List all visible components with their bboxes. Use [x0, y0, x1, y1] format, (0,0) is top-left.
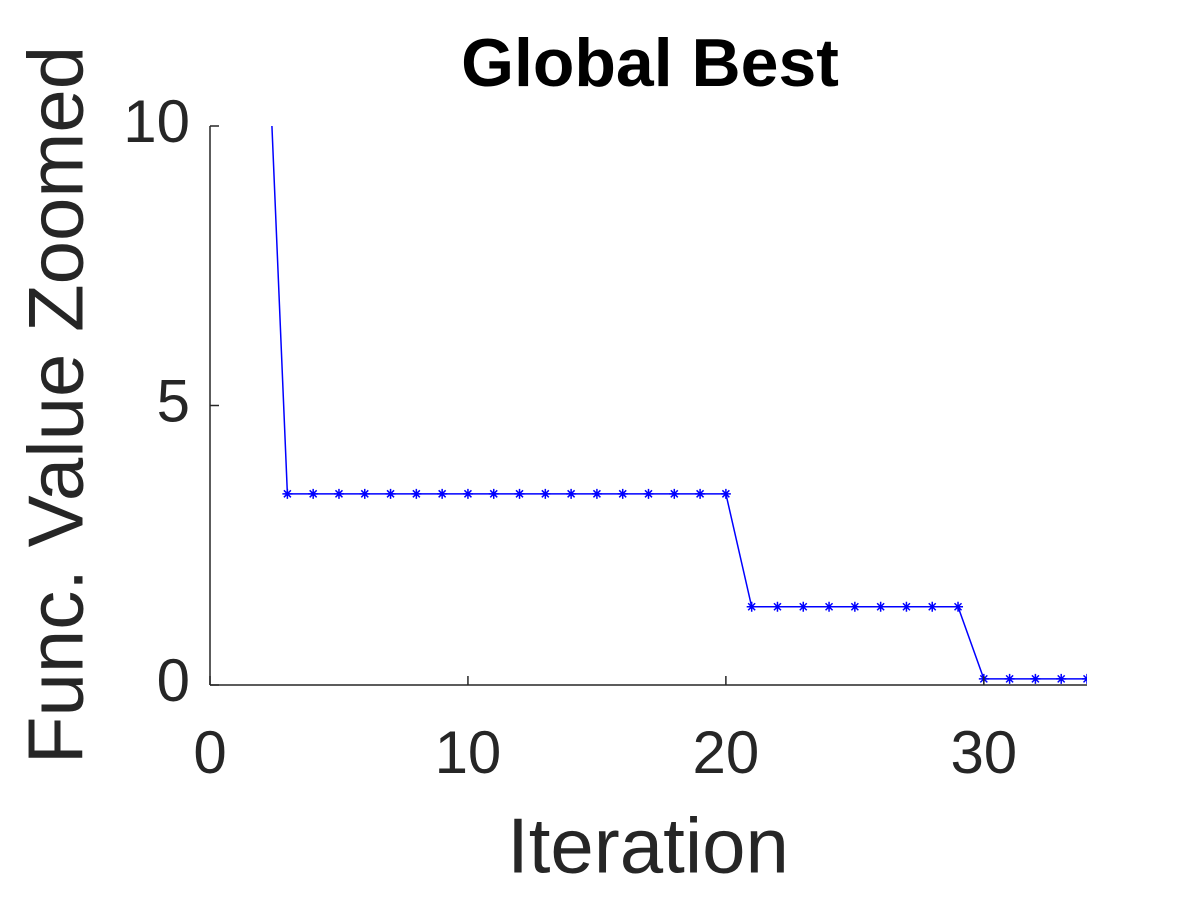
marker	[953, 601, 964, 612]
marker	[695, 488, 706, 499]
marker	[875, 601, 886, 612]
marker	[798, 601, 809, 612]
marker	[746, 601, 757, 612]
marker	[643, 488, 654, 499]
x-tick-label: 20	[693, 719, 760, 786]
series-line	[271, 126, 1087, 680]
y-tick-label: 5	[157, 367, 190, 434]
marker	[901, 601, 912, 612]
marker	[824, 601, 835, 612]
marker	[359, 488, 370, 499]
x-tick-label: 30	[950, 719, 1017, 786]
marker	[591, 488, 602, 499]
x-tick-label: 10	[435, 719, 502, 786]
marker	[385, 488, 396, 499]
plot-area	[271, 126, 1087, 684]
y-tick-label: 10	[123, 88, 190, 155]
y-tick-label: 0	[157, 647, 190, 714]
marker	[308, 488, 319, 499]
marker	[669, 488, 680, 499]
marker	[1056, 673, 1067, 684]
y-axis-label: Func. Value Zoomed	[12, 46, 100, 764]
marker	[772, 601, 783, 612]
marker	[488, 488, 499, 499]
marker	[566, 488, 577, 499]
x-axis-label: Iteration	[507, 802, 789, 890]
marker	[1004, 673, 1015, 684]
marker	[1082, 673, 1087, 684]
marker	[437, 488, 448, 499]
marker	[411, 488, 422, 499]
x-tick-label: 0	[193, 719, 226, 786]
marker	[720, 488, 731, 499]
marker	[333, 488, 344, 499]
chart-title: Global Best	[461, 25, 839, 101]
marker	[617, 488, 628, 499]
marker	[282, 488, 293, 499]
marker	[462, 488, 473, 499]
marker	[514, 488, 525, 499]
marker	[849, 601, 860, 612]
marker	[540, 488, 551, 499]
marker	[927, 601, 938, 612]
marker	[1030, 673, 1041, 684]
